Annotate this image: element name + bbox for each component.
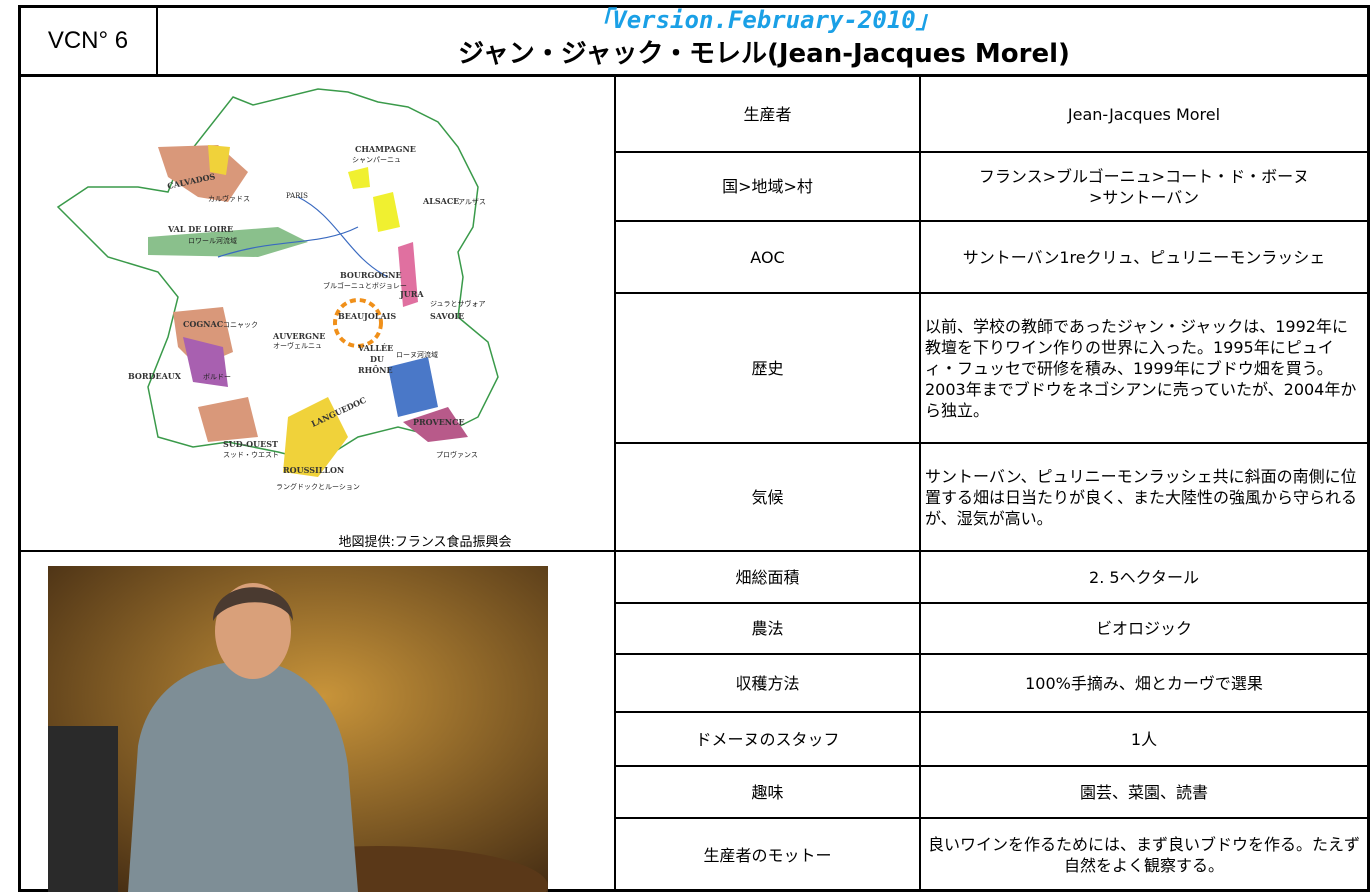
- map-label: AUVERGNE: [272, 331, 325, 341]
- row-value: 1人: [1130, 729, 1158, 749]
- map-label: ラングドックとルーション: [276, 482, 360, 491]
- map-label: アルザス: [458, 198, 486, 206]
- row-divider: [615, 550, 1370, 552]
- region: [403, 407, 468, 442]
- row-divider: [615, 151, 1370, 153]
- map-label: ローヌ河流域: [396, 350, 438, 359]
- row-value: ビオロジック: [1095, 619, 1192, 638]
- map-label: CHAMPAGNE: [355, 144, 416, 154]
- map-label: SAVOIE: [430, 311, 464, 321]
- outer-frame: [18, 5, 1370, 892]
- map-label: ロワール河流域: [188, 236, 237, 245]
- map-label: ROUSSILLON: [283, 465, 344, 475]
- map: CHAMPAGNE シャンパーニュ ALSACE アルザス CALVADOS カ…: [56, 88, 499, 491]
- map-label: オーヴェルニュ: [273, 341, 322, 350]
- row-label: 国>地域>村: [722, 177, 813, 196]
- map-label: JURA: [399, 289, 424, 299]
- region: [388, 357, 438, 417]
- row-value: 100%手摘み、畑とカーヴで選果: [1025, 673, 1263, 693]
- row-label: 畑総面積: [735, 567, 800, 587]
- map-label: ブルゴーニュとボジョレー: [323, 281, 407, 290]
- map-label: VAL DE LOIRE: [167, 224, 233, 234]
- face: [215, 583, 291, 679]
- region: [283, 397, 348, 477]
- map-label: RHÔNE: [358, 365, 393, 375]
- map-label: PROVENCE: [413, 417, 465, 427]
- map-label: DU: [370, 354, 384, 364]
- row-label: 趣味: [751, 782, 784, 802]
- map-label: ALSACE: [422, 196, 459, 206]
- row-value: 良いワインを作るためには、まず良いブドウを作る。たえず自然をよく観察する。: [927, 835, 1360, 875]
- region: [373, 192, 400, 232]
- divider: [919, 77, 921, 892]
- row-value: 2. 5ヘクタール: [1089, 567, 1199, 587]
- row-divider: [615, 765, 1370, 767]
- map-label: ボルドー: [203, 373, 231, 381]
- map-label: コニャック: [223, 321, 258, 329]
- hair: [213, 587, 293, 621]
- divider: [156, 5, 158, 76]
- highlight-circle: [333, 298, 383, 348]
- map-label: スッド・ウエスト: [223, 451, 279, 459]
- map-label: BORDEAUX: [128, 371, 182, 381]
- map-label: VALLÉE: [357, 343, 393, 353]
- region: [398, 242, 418, 307]
- row-value: 以前、学校の教師であったジャン・ジャックは、1992年に教壇を下りワイン作りの世…: [925, 316, 1357, 420]
- map-label: PARIS: [286, 192, 308, 200]
- row-label: 農法: [751, 619, 784, 638]
- row-divider: [615, 817, 1370, 819]
- row-label: 歴史: [751, 358, 784, 378]
- map-label: BEAUJOLAIS: [338, 311, 396, 321]
- row-divider: [615, 711, 1370, 713]
- divider: [18, 550, 615, 552]
- map-label: カルヴァドス: [208, 194, 250, 203]
- map-label: COGNAC: [183, 319, 223, 329]
- tank: [48, 726, 118, 892]
- row-value: フランス>ブルゴーニュ>コート・ド・ボーヌ >サントーバン: [978, 166, 1310, 207]
- map-credit: 地図提供:フランス食品振興会: [338, 534, 512, 550]
- row-label: 気候: [751, 487, 784, 507]
- row-divider: [615, 442, 1370, 444]
- row-divider: [615, 602, 1370, 604]
- divider: [614, 77, 616, 892]
- row-label: ドメーヌのスタッフ: [695, 729, 840, 749]
- map-label: SUD-OUEST: [223, 439, 278, 449]
- row-value: サントーバン1reクリュ、ピュリニーモンラッシェ: [962, 247, 1326, 267]
- row-divider: [615, 292, 1370, 294]
- divider: [18, 74, 1370, 77]
- region: [148, 227, 308, 257]
- map-label: プロヴァンス: [436, 450, 478, 459]
- row-label: 生産者: [743, 105, 792, 124]
- map-label: ジュラとサヴォア: [430, 299, 486, 308]
- producer-photo: [48, 566, 548, 892]
- region: [208, 145, 230, 175]
- row-value: Jean-Jacques Morel: [1067, 105, 1221, 124]
- river: [217, 196, 389, 278]
- map-label: シャンパーニュ: [352, 156, 401, 164]
- version: 「Version.February-2010」: [588, 5, 940, 34]
- row-divider: [615, 653, 1370, 655]
- row-label: 収穫方法: [735, 673, 800, 693]
- region: [348, 167, 370, 189]
- region: [183, 337, 228, 387]
- row-value: サントーバン、ピュリニーモンラッシェ共に斜面の南側に位置する畑は日当たりが良く、…: [925, 466, 1358, 528]
- row-label: AOC: [750, 247, 785, 267]
- title: ジャン・ジャック・モレル(Jean-Jacques Morel): [458, 38, 1070, 69]
- map-outline: [56, 88, 499, 463]
- doc-id: VCN° 6: [47, 27, 129, 54]
- row-value: 園芸、菜園、読書: [1079, 782, 1208, 802]
- map-label: BOURGOGNE: [340, 270, 402, 280]
- region: [198, 397, 258, 442]
- sweater: [128, 661, 358, 892]
- row-divider: [615, 220, 1370, 222]
- row-label: 生産者のモットー: [703, 845, 832, 865]
